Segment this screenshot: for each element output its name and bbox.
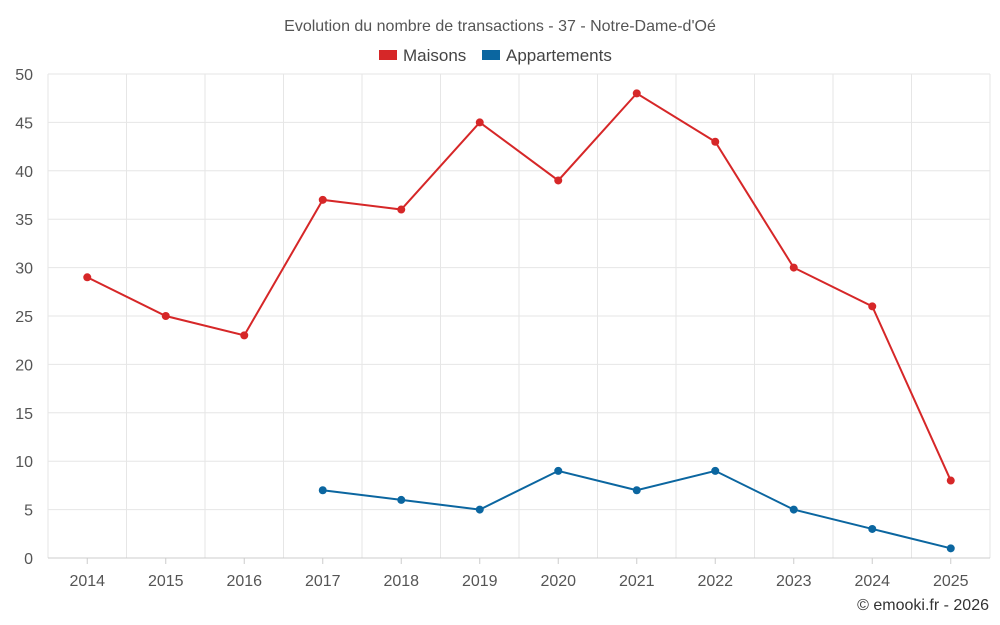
y-tick-label: 10 xyxy=(15,454,33,471)
data-point-maisons[interactable] xyxy=(161,312,170,320)
y-tick-label: 35 xyxy=(15,212,33,229)
data-point-maisons[interactable] xyxy=(397,205,406,214)
data-point-maisons[interactable] xyxy=(789,263,798,272)
gridlines xyxy=(47,73,991,558)
series-appartements xyxy=(318,466,955,553)
x-tick-label: 2020 xyxy=(540,573,576,590)
data-point-maisons[interactable] xyxy=(475,118,484,127)
data-point-appartements[interactable] xyxy=(397,495,406,504)
data-point-appartements[interactable] xyxy=(475,505,484,514)
legend-swatch-maisons[interactable] xyxy=(379,50,397,60)
x-tick-label: 2019 xyxy=(462,573,498,590)
x-tick-label: 2017 xyxy=(305,573,341,590)
x-tick-label: 2016 xyxy=(226,573,262,590)
y-tick-label: 45 xyxy=(15,115,33,132)
data-point-appartements[interactable] xyxy=(789,505,798,514)
legend: Maisons Appartements xyxy=(379,46,612,65)
x-tick-label: 2025 xyxy=(933,573,969,590)
data-point-appartements[interactable] xyxy=(711,466,720,475)
y-tick-label: 40 xyxy=(15,164,33,181)
x-tick-label: 2021 xyxy=(619,573,655,590)
data-point-appartements[interactable] xyxy=(946,544,955,553)
chart-title: Evolution du nombre de transactions - 37… xyxy=(284,18,716,35)
data-point-appartements[interactable] xyxy=(632,486,641,495)
data-point-maisons[interactable] xyxy=(946,476,955,485)
data-point-maisons[interactable] xyxy=(711,137,720,146)
data-point-maisons[interactable] xyxy=(554,176,563,185)
y-tick-label: 50 xyxy=(15,67,33,84)
x-axis-ticks: 2014 2015 2016 2017 2018 2019 2020 2021 2022 2023… xyxy=(69,558,969,590)
series-line-maisons xyxy=(86,92,952,481)
data-point-appartements[interactable] xyxy=(318,486,327,495)
x-tick-label: 2023 xyxy=(776,573,812,590)
series xyxy=(83,89,955,553)
y-tick-label: 20 xyxy=(15,357,33,374)
x-tick-label: 2024 xyxy=(854,573,890,590)
legend-label-maisons[interactable]: Maisons xyxy=(403,46,466,65)
series-maisons xyxy=(83,89,955,485)
data-point-maisons[interactable] xyxy=(868,302,877,311)
x-tick-label: 2022 xyxy=(697,573,733,590)
data-point-maisons[interactable] xyxy=(83,273,92,282)
y-tick-label: 25 xyxy=(15,309,33,326)
legend-label-appartements[interactable]: Appartements xyxy=(506,46,612,65)
data-point-appartements[interactable] xyxy=(868,524,877,533)
legend-swatch-appartements[interactable] xyxy=(482,50,500,60)
x-tick-label: 2018 xyxy=(383,573,419,590)
x-tick-label: 2014 xyxy=(69,573,105,590)
credit-text: © emooki.fr - 2026 xyxy=(857,597,989,614)
data-point-maisons[interactable] xyxy=(318,195,327,204)
y-tick-label: 0 xyxy=(24,551,33,568)
x-tick-label: 2015 xyxy=(148,573,184,590)
y-tick-label: 5 xyxy=(24,503,33,520)
y-tick-label: 30 xyxy=(15,261,33,278)
y-tick-label: 15 xyxy=(15,406,33,423)
data-point-appartements[interactable] xyxy=(554,466,563,475)
data-point-maisons[interactable] xyxy=(632,89,641,98)
data-point-maisons[interactable] xyxy=(240,331,249,340)
y-axis-ticks: 0 5 10 15 20 25 30 35 40 45 50 xyxy=(15,67,33,568)
